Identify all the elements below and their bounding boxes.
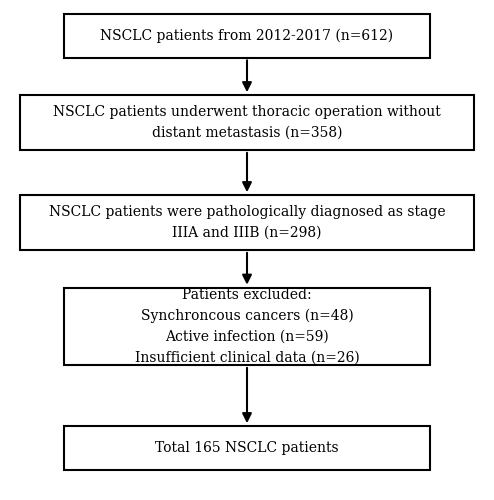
Text: NSCLC patients underwent thoracic operation without
distant metastasis (n=358): NSCLC patients underwent thoracic operat… [53,105,441,140]
FancyBboxPatch shape [20,95,474,150]
Text: Patients excluded:
Synchroncous cancers (n=48)
Active infection (n=59)
Insuffici: Patients excluded: Synchroncous cancers … [135,288,359,364]
Text: NSCLC patients from 2012-2017 (n=612): NSCLC patients from 2012-2017 (n=612) [100,28,394,42]
FancyBboxPatch shape [64,426,430,470]
Text: Total 165 NSCLC patients: Total 165 NSCLC patients [155,441,339,455]
FancyBboxPatch shape [64,288,430,365]
FancyBboxPatch shape [64,14,430,58]
FancyBboxPatch shape [20,195,474,250]
Text: NSCLC patients were pathologically diagnosed as stage
IIIA and IIIB (n=298): NSCLC patients were pathologically diagn… [49,205,445,240]
